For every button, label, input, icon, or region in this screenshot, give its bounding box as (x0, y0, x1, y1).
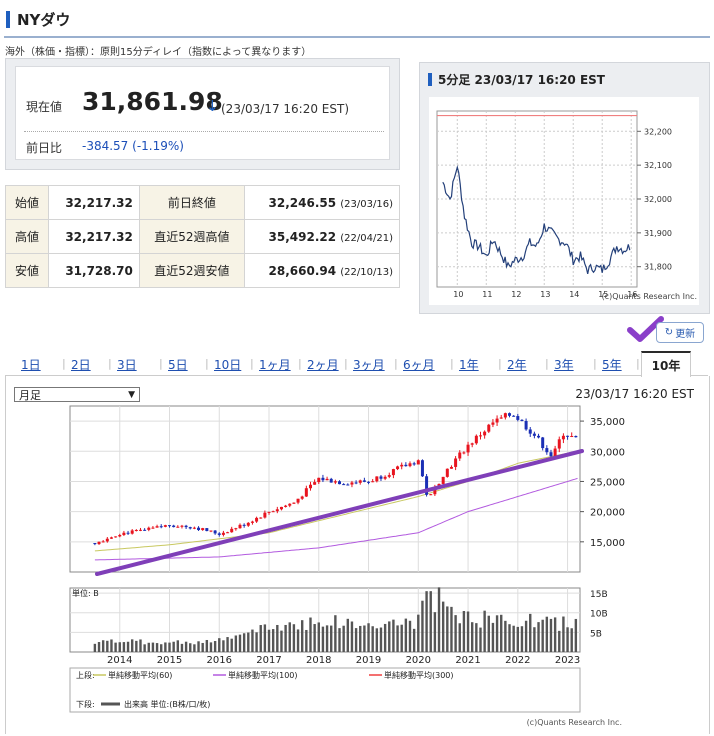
change-label: 前日比 (26, 141, 63, 155)
tab-12[interactable]: 5年 (602, 358, 622, 372)
chevron-down-icon: ▼ (128, 389, 135, 400)
52w-high-cell: 35,492.22 (22/04/21) (243, 219, 401, 254)
table-row: 高値 32,217.32 直近52週高値 35,492.22 (22/04/21… (5, 219, 401, 254)
intraday-x-tick-label: 14 (569, 290, 579, 299)
tab-separator: | (205, 357, 209, 370)
high-label: 高値 (5, 219, 49, 254)
intraday-y-tick-label: 31,800 (644, 263, 672, 272)
intraday-chart: 32,200 32,100 32,000 31,900 31,800 10 11 12 13 14… (436, 110, 697, 301)
current-price-panel: 現在値 31,861.98 ↓ (23/03/17 16:20 EST) 前日比… (5, 58, 400, 170)
tab-separator: | (159, 357, 163, 370)
intraday-chart-area: 32,200 32,100 32,000 31,900 31,800 10 11 12 13 14… (429, 97, 699, 305)
table-row: 安値 31,728.70 直近52週安値 28,660.94 (22/10/13… (5, 253, 401, 288)
candle-period-select[interactable]: 月足 ▼ (14, 387, 140, 402)
price-timestamp: (23/03/17 16:20 EST) (221, 102, 349, 116)
52w-high-value: 35,492.22 (268, 229, 337, 244)
intraday-y-tick-label: 32,000 (644, 195, 672, 204)
52w-high-date: (22/04/21) (340, 232, 393, 244)
tab-10[interactable]: 2年 (507, 358, 527, 372)
tab-separator: | (344, 357, 348, 370)
title-divider (4, 36, 710, 38)
intraday-x-tick-label: 13 (540, 290, 550, 299)
tab-2[interactable]: 3日 (117, 358, 137, 372)
tab-separator: | (298, 357, 302, 370)
tab-6[interactable]: 2ヶ月 (307, 358, 339, 372)
delay-notice: 海外（株価・指標）：原則15分ディレイ（指数によって異なります） (5, 47, 312, 58)
tab-separator: | (498, 357, 502, 370)
tab-separator: | (636, 357, 640, 370)
intraday-panel: 5分足 23/03/17 16:20 EST 32,200 32,100 32,00… (419, 62, 710, 314)
tab-separator: | (593, 357, 597, 370)
open-label: 始値 (5, 185, 49, 220)
title-text: NYダウ (17, 10, 71, 29)
tab-1[interactable]: 2日 (71, 358, 91, 372)
intraday-credit: (c)Quants Research Inc. (602, 292, 697, 301)
intraday-x-tick-label: 15 (598, 290, 608, 299)
checkmark-icon (626, 316, 664, 346)
52w-low-cell: 28,660.94 (22/10/13) (243, 253, 401, 288)
intraday-x-tick-label: 11 (482, 290, 492, 299)
refresh-icon: ↻ (664, 327, 674, 338)
tab-separator: | (108, 357, 112, 370)
prev-close-label: 前日終値 (138, 185, 245, 220)
price-divider (24, 131, 384, 132)
intraday-title: 5分足 23/03/17 16:20 EST (438, 73, 605, 87)
intraday-header: 5分足 23/03/17 16:20 EST (428, 71, 605, 88)
tab-separator: | (394, 357, 398, 370)
candle-period-value: 月足 (19, 388, 41, 402)
current-price-label: 現在値 (26, 100, 63, 114)
tab-0[interactable]: 1日 (21, 358, 41, 372)
tab-11[interactable]: 3年 (554, 358, 574, 372)
current-price-card: 現在値 31,861.98 ↓ (23/03/17 16:20 EST) 前日比… (15, 66, 390, 160)
tab-13[interactable]: 10年 (641, 351, 691, 377)
ohlc-table: 始値 32,217.32 前日終値 32,246.55 (23/03/16) 高… (5, 185, 401, 288)
tab-9[interactable]: 1年 (459, 358, 479, 372)
tab-4[interactable]: 10日 (214, 358, 242, 372)
main-chart-timestamp: 23/03/17 16:20 EST (575, 387, 694, 401)
52w-low-date: (22/10/13) (340, 266, 393, 278)
tab-separator: | (450, 357, 454, 370)
refresh-label: 更新 (675, 329, 696, 340)
main-chart-frame (5, 376, 710, 734)
tab-5[interactable]: 1ヶ月 (259, 358, 291, 372)
tab-8[interactable]: 6ヶ月 (403, 358, 435, 372)
prev-close-value: 32,246.55 (268, 195, 337, 210)
open-value: 32,217.32 (48, 185, 140, 220)
current-price-value: 31,861.98 (82, 87, 223, 116)
tab-3[interactable]: 5日 (168, 358, 188, 372)
period-tabs: 1日 | 2日 | 3日 | 5日 | 10日 | 1ヶ月 | 2ヶ月 | 3ヶ月 | 6ヶ月 | 1年 | 2年 | 3年… (5, 351, 708, 377)
intraday-x-tick-label: 10 (453, 290, 463, 299)
52w-low-value: 28,660.94 (268, 263, 337, 278)
intraday-accent-bar (428, 73, 432, 86)
tab-7[interactable]: 3ヶ月 (353, 358, 385, 372)
52w-low-label: 直近52週安値 (138, 253, 245, 288)
prev-close-cell: 32,246.55 (23/03/16) (243, 185, 401, 220)
change-value: -384.57 (-1.19%) (82, 139, 184, 153)
52w-high-label: 直近52週高値 (138, 219, 245, 254)
low-value: 31,728.70 (48, 253, 140, 288)
down-arrow-icon: ↓ (206, 97, 219, 115)
intraday-y-tick-label: 31,900 (644, 229, 672, 238)
intraday-x-tick-label: 12 (511, 290, 521, 299)
intraday-y-tick-label: 32,100 (644, 161, 672, 170)
intraday-price-line (442, 165, 631, 275)
prev-close-date: (23/03/16) (340, 198, 393, 210)
tab-separator: | (250, 357, 254, 370)
low-label: 安値 (5, 253, 49, 288)
high-value: 32,217.32 (48, 219, 140, 254)
tab-separator: | (62, 357, 66, 370)
page-title: NYダウ (6, 8, 70, 30)
tab-separator: | (545, 357, 549, 370)
intraday-y-tick-label: 32,200 (644, 127, 672, 136)
refresh-button[interactable]: ↻ 更新 (656, 322, 704, 343)
table-row: 始値 32,217.32 前日終値 32,246.55 (23/03/16) (5, 185, 401, 220)
intraday-x-tick-label: 16 (627, 290, 637, 299)
title-accent-bar (6, 10, 10, 28)
